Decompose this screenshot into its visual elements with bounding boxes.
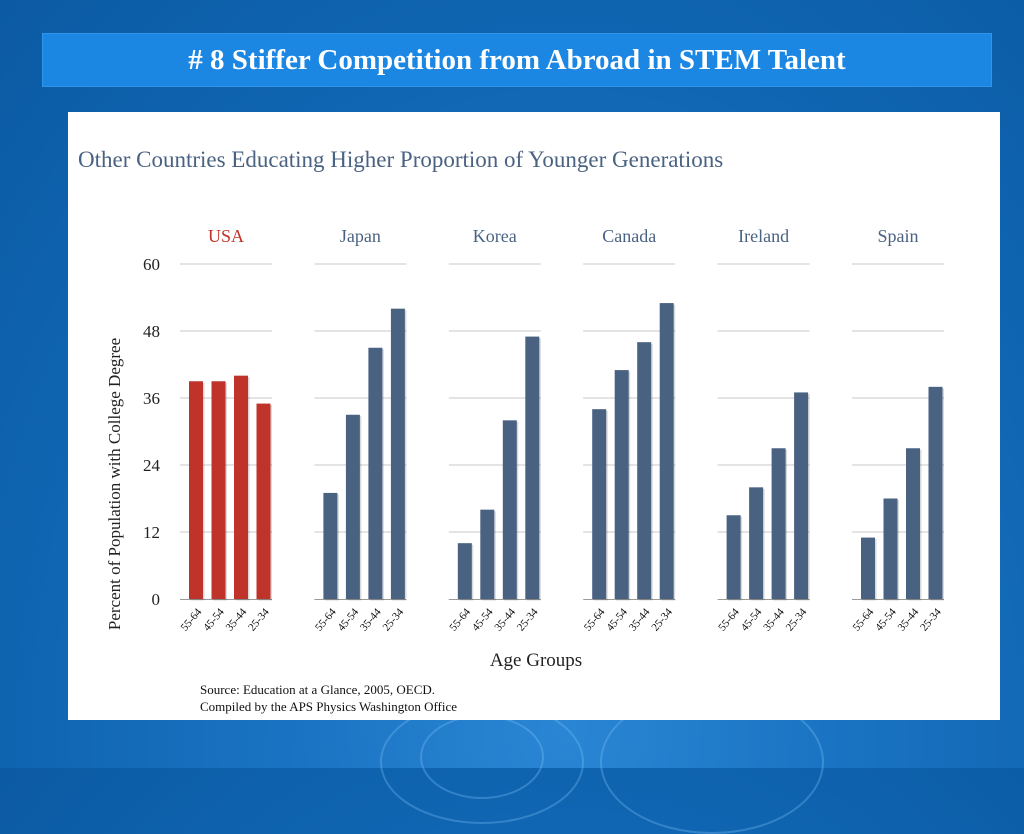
x-tick-label: 55-64 (851, 606, 877, 634)
x-tick-label: 35-44 (896, 606, 922, 634)
compiled-note: Compiled by the APS Physics Washington O… (200, 699, 457, 714)
x-tick-label: 25-34 (381, 606, 407, 634)
chart: Other Countries Educating Higher Proport… (78, 147, 944, 714)
background-swirl (420, 715, 544, 799)
bar (771, 448, 786, 599)
x-tick-label: 55-64 (313, 606, 339, 634)
y-tick-label: 12 (143, 523, 160, 542)
group-label: Japan (340, 226, 381, 246)
chart-panel: Other Countries Educating Higher Proport… (68, 112, 1000, 720)
x-tick-label: 45-54 (470, 606, 496, 634)
x-tick-label: 35-44 (358, 606, 384, 634)
group-label: Korea (473, 226, 517, 246)
bar (726, 515, 741, 599)
x-tick-label: 25-34 (784, 606, 810, 634)
bar (592, 409, 607, 599)
bar (928, 386, 943, 599)
group-label: Ireland (738, 226, 789, 246)
x-tick-label: 45-54 (336, 606, 362, 634)
bar (749, 487, 764, 599)
chart-title: Other Countries Educating Higher Proport… (78, 147, 723, 172)
x-tick-label: 55-64 (447, 606, 473, 634)
x-tick-label: 55-64 (582, 606, 608, 634)
y-tick-label: 60 (143, 255, 160, 274)
bar (211, 381, 226, 599)
bar (368, 347, 383, 599)
bar (861, 537, 875, 599)
x-tick-label: 55-64 (716, 606, 742, 634)
x-tick-label: 25-34 (649, 606, 675, 634)
bar (323, 492, 338, 599)
x-tick-label: 25-34 (918, 606, 944, 634)
x-tick-label: 55-64 (179, 606, 205, 634)
bar (614, 370, 629, 599)
group-label: USA (208, 226, 244, 246)
x-tick-label: 35-44 (761, 606, 787, 634)
x-tick-label: 35-44 (627, 606, 653, 634)
bar (906, 448, 920, 599)
y-tick-label: 0 (152, 590, 161, 609)
bar (883, 498, 898, 599)
bar (390, 308, 405, 599)
bar (637, 342, 652, 599)
x-tick-label: 45-54 (201, 606, 227, 634)
y-axis-label: Percent of Population with College Degre… (105, 338, 124, 630)
bar (480, 509, 495, 599)
bar (794, 392, 809, 599)
x-tick-label: 25-34 (515, 606, 541, 634)
x-tick-label: 45-54 (604, 606, 630, 634)
bar (457, 543, 472, 599)
y-tick-label: 36 (143, 389, 160, 408)
x-tick-label: 35-44 (492, 606, 518, 634)
source-note: Source: Education at a Glance, 2005, OEC… (200, 682, 435, 697)
slide-title-bar: # 8 Stiffer Competition from Abroad in S… (42, 33, 992, 87)
bar (345, 414, 360, 599)
group-label: Spain (877, 226, 918, 246)
x-tick-label: 45-54 (739, 606, 765, 634)
bar (659, 303, 674, 599)
bar (234, 375, 248, 599)
bar (189, 381, 203, 599)
y-tick-label: 24 (143, 456, 161, 475)
x-tick-label: 25-34 (246, 606, 272, 634)
x-tick-label: 35-44 (224, 606, 250, 634)
bar (502, 420, 517, 599)
group-label: Canada (602, 226, 656, 246)
slide-title: # 8 Stiffer Competition from Abroad in S… (188, 43, 846, 76)
y-tick-label: 48 (143, 322, 160, 341)
bar (525, 336, 540, 599)
x-axis-label: Age Groups (490, 650, 582, 671)
x-tick-label: 45-54 (873, 606, 899, 634)
bar (256, 403, 271, 599)
